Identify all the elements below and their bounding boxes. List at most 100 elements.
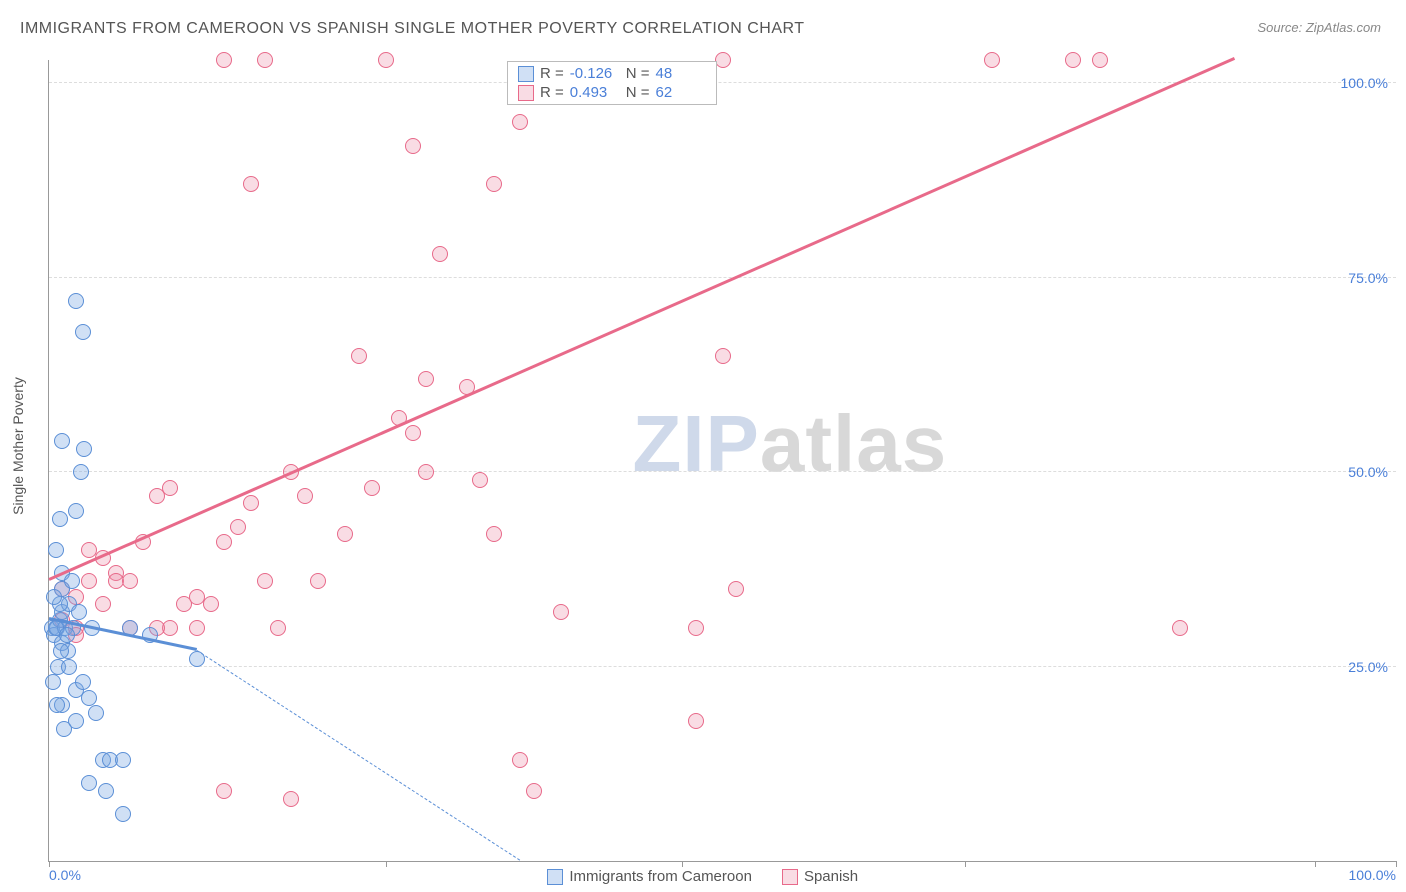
scatter-point-series2 (472, 472, 488, 488)
scatter-point-series2 (230, 519, 246, 535)
scatter-point-series1 (81, 775, 97, 791)
r-value-series2: 0.493 (570, 84, 620, 101)
scatter-point-series2 (243, 176, 259, 192)
n-value-series1: 48 (656, 65, 706, 82)
plot-surface: 25.0%50.0%75.0%100.0%0.0%100.0% (49, 60, 1396, 861)
scatter-point-series1 (71, 604, 87, 620)
legend-label-series1: Immigrants from Cameroon (569, 868, 752, 885)
scatter-point-series2 (122, 573, 138, 589)
x-tick-label: 0.0% (49, 867, 81, 883)
scatter-point-series2 (405, 425, 421, 441)
scatter-point-series2 (337, 526, 353, 542)
scatter-point-series1 (81, 690, 97, 706)
stats-box: R = -0.126 N = 48 R = 0.493 N = 62 (507, 61, 717, 105)
scatter-point-series2 (270, 620, 286, 636)
scatter-point-series2 (351, 348, 367, 364)
legend-item-series2: Spanish (782, 868, 858, 885)
scatter-point-series2 (512, 752, 528, 768)
scatter-point-series2 (257, 52, 273, 68)
scatter-point-series2 (162, 480, 178, 496)
legend-label-series2: Spanish (804, 868, 858, 885)
scatter-point-series2 (512, 114, 528, 130)
chart-area: ZIPatlas 25.0%50.0%75.0%100.0%0.0%100.0%… (48, 60, 1396, 862)
scatter-point-series2 (243, 495, 259, 511)
scatter-point-series2 (189, 620, 205, 636)
scatter-point-series2 (728, 581, 744, 597)
scatter-point-series2 (1172, 620, 1188, 636)
y-tick-label: 75.0% (1348, 270, 1388, 286)
legend-item-series1: Immigrants from Cameroon (547, 868, 752, 885)
scatter-point-series2 (688, 713, 704, 729)
scatter-point-series2 (1065, 52, 1081, 68)
n-value-series2: 62 (656, 84, 706, 101)
scatter-point-series1 (76, 441, 92, 457)
scatter-point-series2 (297, 488, 313, 504)
trend-line-series2 (48, 57, 1235, 581)
scatter-point-series2 (432, 246, 448, 262)
scatter-point-series1 (48, 542, 64, 558)
scatter-point-series1 (54, 433, 70, 449)
scatter-point-series2 (418, 371, 434, 387)
scatter-point-series1 (75, 324, 91, 340)
scatter-point-series1 (98, 783, 114, 799)
x-tick (1315, 861, 1316, 867)
scatter-point-series2 (418, 464, 434, 480)
y-tick-label: 100.0% (1341, 75, 1388, 91)
scatter-point-series2 (95, 596, 111, 612)
scatter-point-series2 (310, 573, 326, 589)
scatter-point-series1 (68, 293, 84, 309)
scatter-point-series1 (49, 697, 65, 713)
scatter-point-series1 (115, 752, 131, 768)
y-axis-label: Single Mother Poverty (10, 377, 26, 515)
scatter-point-series2 (553, 604, 569, 620)
scatter-point-series2 (283, 791, 299, 807)
legend: Immigrants from Cameroon Spanish (547, 868, 858, 885)
scatter-point-series1 (115, 806, 131, 822)
gridline (49, 277, 1396, 278)
x-tick (386, 861, 387, 867)
scatter-point-series1 (46, 589, 62, 605)
scatter-point-series2 (984, 52, 1000, 68)
gridline (49, 471, 1396, 472)
scatter-point-series1 (56, 721, 72, 737)
gridline (49, 82, 1396, 83)
scatter-point-series2 (715, 52, 731, 68)
scatter-point-series1 (73, 464, 89, 480)
scatter-point-series2 (378, 52, 394, 68)
scatter-point-series1 (53, 643, 69, 659)
stats-row-series1: R = -0.126 N = 48 (518, 64, 706, 83)
scatter-point-series1 (45, 674, 61, 690)
r-value-series1: -0.126 (570, 65, 620, 82)
y-tick-label: 50.0% (1348, 464, 1388, 480)
trend-line-series1-extrapolated (197, 650, 521, 861)
scatter-point-series1 (75, 674, 91, 690)
scatter-point-series2 (405, 138, 421, 154)
scatter-point-series1 (52, 511, 68, 527)
scatter-point-series2 (486, 526, 502, 542)
stats-row-series2: R = 0.493 N = 62 (518, 83, 706, 102)
scatter-point-series1 (64, 573, 80, 589)
scatter-point-series1 (88, 705, 104, 721)
scatter-point-series2 (203, 596, 219, 612)
swatch-series1 (518, 66, 534, 82)
scatter-point-series2 (216, 783, 232, 799)
swatch-series2 (518, 85, 534, 101)
scatter-point-series2 (526, 783, 542, 799)
gridline (49, 666, 1396, 667)
scatter-point-series1 (59, 627, 75, 643)
source-label: Source: ZipAtlas.com (1257, 20, 1381, 35)
scatter-point-series2 (216, 52, 232, 68)
x-tick-label: 100.0% (1349, 867, 1396, 883)
scatter-point-series2 (486, 176, 502, 192)
scatter-point-series2 (216, 534, 232, 550)
scatter-point-series2 (257, 573, 273, 589)
scatter-point-series2 (688, 620, 704, 636)
scatter-point-series2 (364, 480, 380, 496)
scatter-point-series1 (61, 659, 77, 675)
swatch-series2 (782, 869, 798, 885)
scatter-point-series2 (81, 573, 97, 589)
page-title: IMMIGRANTS FROM CAMEROON VS SPANISH SING… (20, 20, 805, 37)
x-tick (965, 861, 966, 867)
swatch-series1 (547, 869, 563, 885)
scatter-point-series1 (68, 503, 84, 519)
